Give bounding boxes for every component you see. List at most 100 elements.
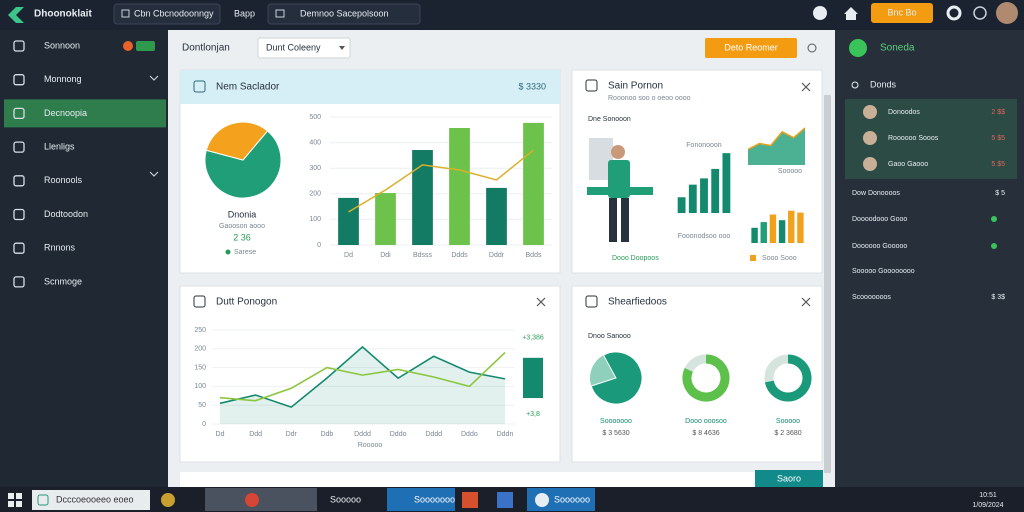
mini-area — [748, 127, 805, 165]
list-value: 5 $5 — [991, 161, 1005, 168]
search-text: Dcccoeooeeo eoeo — [56, 494, 134, 504]
start-button[interactable] — [8, 493, 22, 507]
mini-bar — [769, 214, 777, 243]
list-label[interactable]: Scooooooos — [852, 294, 891, 301]
list-label[interactable]: Dow Donoooos — [852, 190, 900, 197]
status-dot — [991, 243, 997, 249]
bar — [412, 150, 433, 245]
tab[interactable] — [113, 3, 221, 25]
top-button[interactable] — [871, 3, 933, 23]
badge — [123, 41, 133, 51]
nav-icon — [13, 40, 25, 52]
avatar[interactable] — [996, 2, 1018, 24]
taskbar-icon[interactable] — [161, 493, 175, 507]
taskbar-item[interactable] — [205, 488, 317, 511]
card-title: Sain Pornon — [608, 81, 663, 92]
mini-bar — [797, 212, 804, 243]
x-tick-label: Dddd — [425, 431, 442, 438]
pie-slice — [204, 130, 282, 199]
bar — [375, 193, 396, 245]
donut-amount: $ 2 3680 — [774, 430, 801, 437]
donut-label: Sooooo — [776, 418, 800, 425]
card-icon — [585, 79, 598, 92]
nav-item[interactable]: Roonools — [44, 175, 83, 185]
nav-icon — [13, 107, 25, 120]
area — [220, 346, 505, 424]
panel-title: Soneda — [880, 43, 915, 54]
logo — [8, 7, 24, 23]
nav-item[interactable]: Sonnoon — [44, 40, 80, 50]
chevron — [149, 75, 159, 81]
close-icon[interactable] — [801, 297, 811, 307]
nav-item[interactable]: Rnnons — [44, 243, 76, 253]
ring-arc — [764, 354, 812, 402]
refresh-icon[interactable] — [807, 43, 817, 53]
close-icon[interactable] — [536, 297, 546, 307]
taskbar-label: Sooooooo — [414, 494, 455, 504]
mini-bar — [760, 222, 767, 243]
taskbar-icon[interactable] — [462, 492, 478, 508]
home-icon[interactable] — [844, 7, 858, 20]
bar — [338, 197, 359, 245]
card-header — [180, 70, 560, 104]
tab[interactable] — [267, 3, 421, 25]
section-icon — [851, 81, 859, 89]
illustration-desk — [587, 187, 653, 195]
help-icon[interactable] — [973, 6, 987, 20]
card-total: $ 3330 — [518, 81, 546, 91]
tab-label[interactable]: Bapp — [234, 8, 255, 18]
nav-item[interactable]: Decnoopia — [44, 108, 87, 118]
nav-item[interactable]: Monnong — [44, 74, 82, 84]
clock-date: 1/09/2024 — [972, 502, 1003, 509]
x-tick-label: Dddo — [390, 431, 407, 438]
nav-icon — [13, 175, 25, 187]
x-tick-label: Dddd — [354, 431, 371, 438]
settings-icon[interactable] — [946, 5, 962, 21]
x-tick-label: Ddb — [320, 431, 333, 438]
profile-legend: Sooo Sooo — [762, 255, 797, 262]
ring-arc — [682, 354, 730, 402]
range-bar — [523, 357, 543, 399]
list-label[interactable]: Donoodos — [888, 109, 920, 116]
series-line — [219, 351, 506, 402]
y-tick-label: 50 — [198, 402, 206, 409]
card-icon — [193, 80, 206, 93]
list-avatar — [863, 157, 877, 171]
taskbar-icon[interactable] — [497, 492, 513, 508]
scrollbar[interactable] — [824, 95, 831, 473]
list-label[interactable]: Doooooo Gooooo — [852, 243, 907, 250]
x-tick-label: Bdds — [526, 252, 542, 259]
header-button[interactable] — [705, 38, 797, 58]
nav-item-active[interactable] — [4, 99, 166, 128]
status-dot — [991, 216, 997, 222]
y-tick-label: 200 — [309, 191, 321, 198]
list-label[interactable]: Doooodooo Gooo — [852, 216, 907, 223]
mini-bar — [722, 153, 731, 213]
search-box[interactable] — [32, 490, 150, 510]
x-tick-label: Ddi — [380, 252, 391, 259]
illustration-leg — [609, 198, 617, 242]
taskbar-item[interactable] — [387, 488, 455, 511]
mini-bar — [700, 178, 708, 213]
list-label[interactable]: Sooooo Goooooooo — [852, 268, 915, 275]
bottom-button[interactable] — [755, 470, 823, 487]
list-value: 5 $5 — [991, 135, 1005, 142]
y-tick-label: 0 — [202, 421, 206, 428]
sidebar — [0, 30, 168, 487]
list-label[interactable]: Gaoo Gaooo — [888, 161, 928, 168]
nav-item[interactable]: Scnmoge — [44, 276, 82, 286]
close-icon[interactable] — [801, 82, 811, 92]
list-value: $ 5 — [995, 190, 1005, 197]
mini-bar — [751, 227, 758, 243]
legend-swatch — [750, 255, 756, 261]
dropdown[interactable] — [257, 37, 351, 59]
y-tick-label: 250 — [194, 327, 206, 334]
y-tick-label: 500 — [309, 114, 321, 121]
series-line — [219, 345, 506, 408]
nav-item[interactable]: Dodtoodon — [44, 209, 88, 219]
x-tick-label: Bdsss — [413, 252, 433, 259]
mini-chart-label: Fooonodsoo ooo — [678, 233, 731, 240]
icon[interactable] — [813, 6, 827, 20]
list-label[interactable]: Roooooo Sooos — [888, 135, 939, 142]
nav-item[interactable]: Llenligs — [44, 141, 75, 151]
